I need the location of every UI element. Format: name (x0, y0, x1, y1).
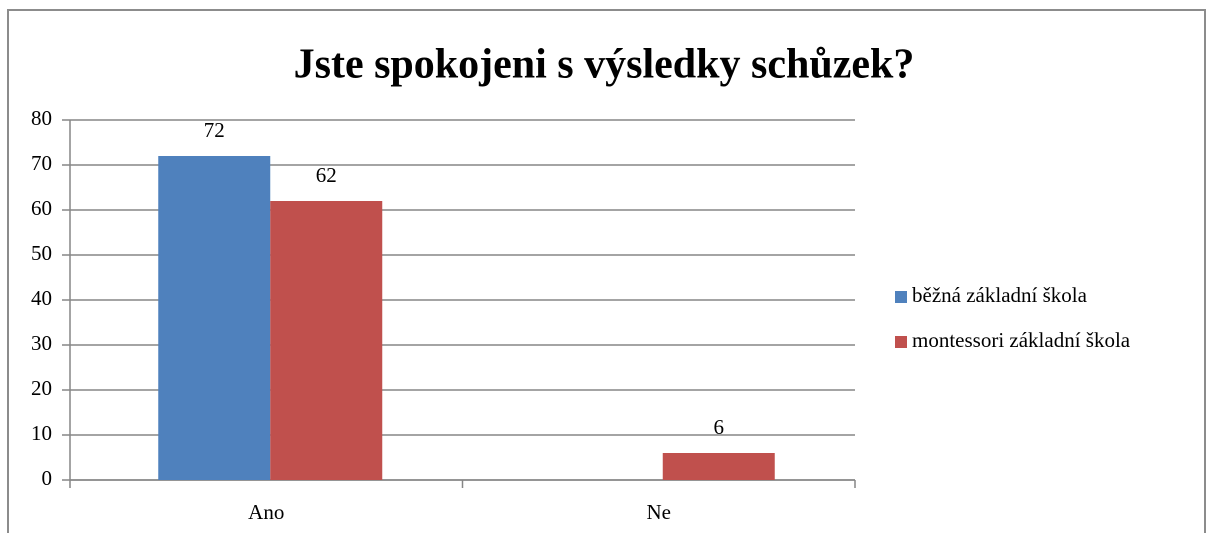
y-tick-label: 60 (31, 196, 52, 220)
bar (662, 453, 775, 480)
bar (270, 201, 383, 480)
data-label: 72 (204, 118, 225, 142)
legend-swatch (895, 336, 907, 348)
y-tick-label: 40 (31, 286, 52, 310)
y-tick-label: 70 (31, 151, 52, 175)
y-tick-label: 20 (31, 376, 52, 400)
y-tick-label: 50 (31, 241, 52, 265)
legend-label: běžná základní škola (912, 283, 1088, 307)
legend-label: montessori základní škola (912, 328, 1131, 352)
y-tick-label: 80 (31, 106, 52, 130)
x-tick-label: Ne (647, 500, 672, 524)
legend-swatch (895, 291, 907, 303)
y-tick-label: 30 (31, 331, 52, 355)
data-label: 62 (316, 163, 337, 187)
y-tick-label: 0 (42, 466, 53, 490)
bar (158, 156, 271, 480)
y-tick-label: 10 (31, 421, 52, 445)
x-tick-label: Ano (248, 500, 284, 524)
chart-title: Jste spokojeni s výsledky schůzek? (294, 42, 915, 88)
chart-border (7, 9, 1206, 533)
data-label: 6 (714, 415, 725, 439)
